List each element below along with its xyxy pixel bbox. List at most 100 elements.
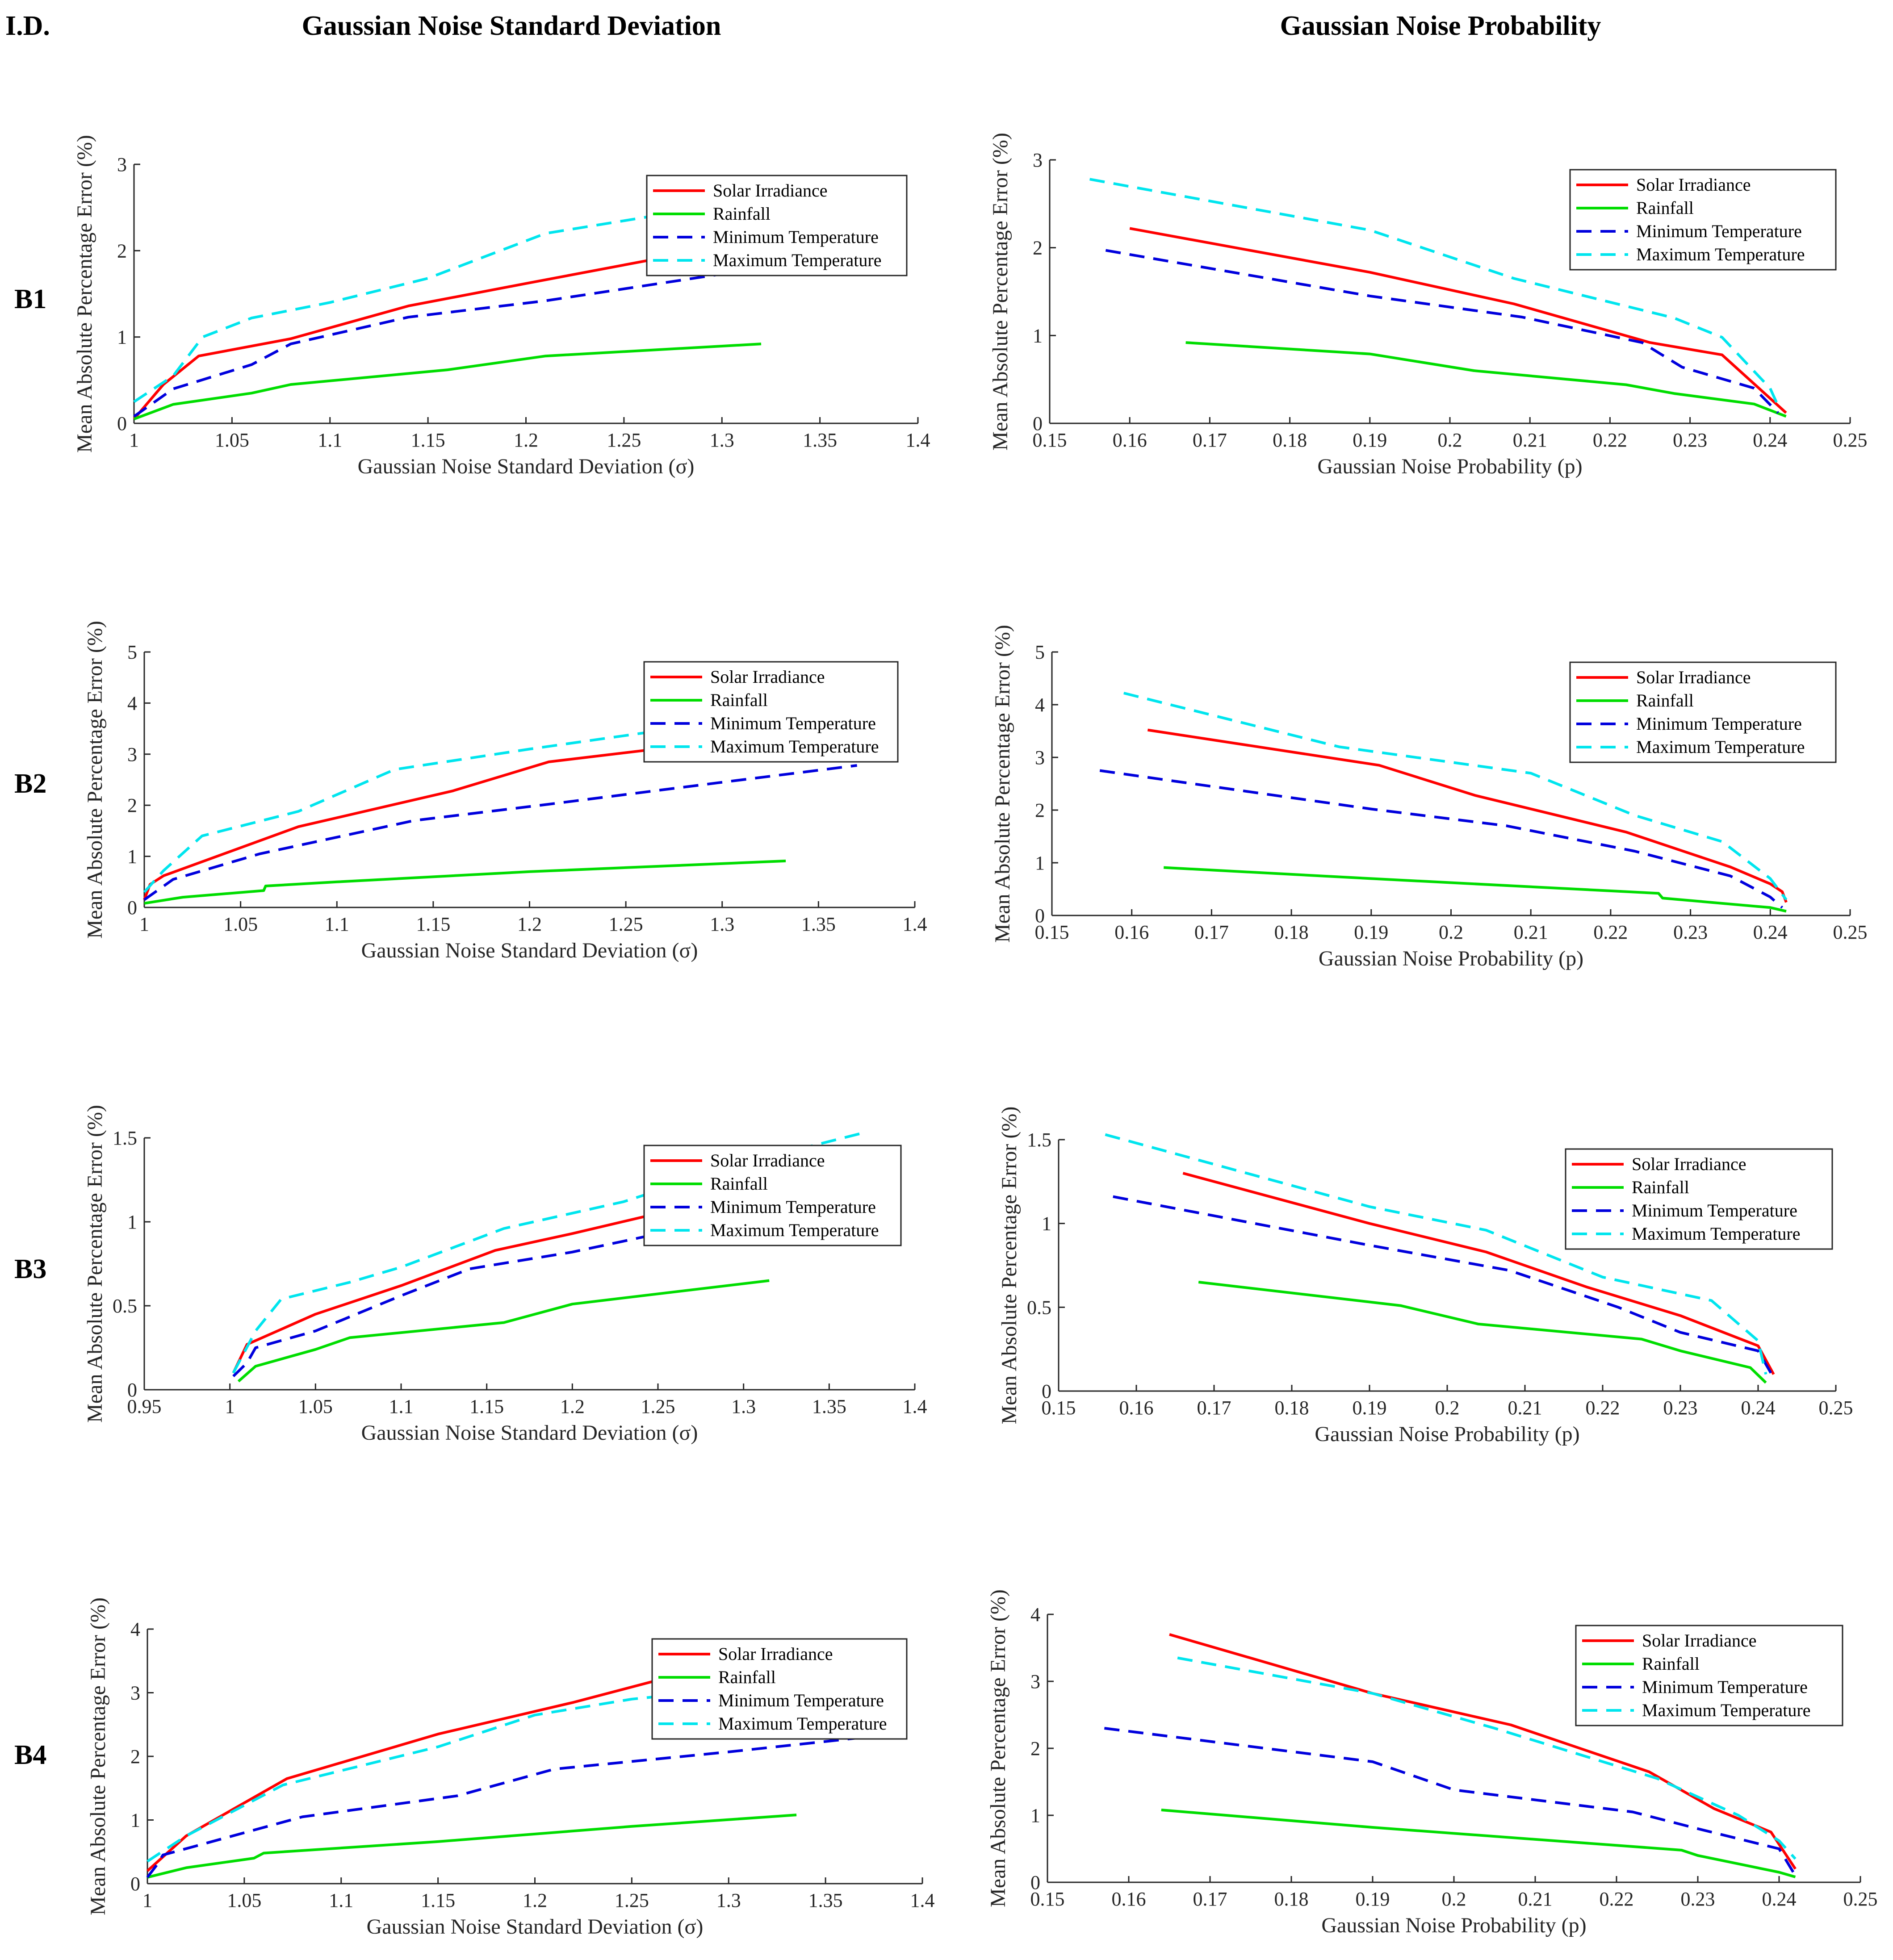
x-tick-label: 1.2 — [560, 1396, 585, 1417]
y-tick-label: 0 — [127, 897, 137, 919]
x-axis-label: Gaussian Noise Probability (p) — [1319, 947, 1583, 970]
y-axis-label: Mean Absolute Percentage Error (%) — [997, 1107, 1021, 1425]
x-tick-label: 1.2 — [514, 429, 538, 451]
x-tick-label: 1.05 — [227, 1889, 261, 1911]
y-tick-label: 2 — [1033, 237, 1043, 259]
x-axis-label: Gaussian Noise Standard Deviation (σ) — [367, 1915, 704, 1939]
x-tick-label: 0.19 — [1353, 1397, 1387, 1419]
legend-label: Rainfall — [1642, 1654, 1700, 1674]
x-tick-label: 1.05 — [298, 1396, 333, 1417]
legend-label: Solar Irradiance — [710, 1150, 825, 1170]
y-tick-label: 1 — [1030, 1805, 1040, 1826]
x-tick-label: 0.21 — [1508, 1397, 1542, 1419]
x-tick-label: 1.05 — [223, 913, 258, 935]
x-tick-label: 0.16 — [1112, 1888, 1146, 1910]
y-tick-label: 3 — [1035, 747, 1045, 769]
y-tick-label: 4 — [1035, 694, 1045, 716]
legend-label: Minimum Temperature — [1632, 1200, 1797, 1220]
series-line-max-temp — [147, 1688, 729, 1863]
x-tick-label: 1.1 — [325, 913, 349, 935]
chart-B1-sigma: 1 1.05 1.1 1.15 1.2 1.25 1.3 1.35 1.40123Gaussia… — [73, 135, 930, 478]
y-tick-label: 1 — [1033, 325, 1043, 347]
series-line-solar — [1182, 1172, 1775, 1375]
chart-B2-p: 0.15 0.16 0.17 0.18 0.19 0.2 0.21 0.22 0.23 0.24 0… — [991, 625, 1868, 970]
chart-B1-p: 0.15 0.16 0.17 0.18 0.19 0.2 0.21 0.22 0.23 0.24 0… — [988, 133, 1868, 478]
x-tick-label: 0.21 — [1514, 921, 1548, 943]
x-tick-label: 0.24 — [1753, 921, 1788, 943]
legend-box — [1565, 1148, 1833, 1250]
x-tick-label: 0.15 — [1042, 1397, 1076, 1419]
x-tick-label: 1.25 — [615, 1889, 649, 1911]
legend-label: Maximum Temperature — [1632, 1224, 1800, 1244]
series-line-max-temp — [1123, 692, 1788, 901]
legend-label: Maximum Temperature — [1636, 737, 1805, 757]
x-tick-label: 1.15 — [421, 1889, 455, 1911]
legend-box — [1569, 661, 1837, 763]
x-tick-label: 1.15 — [411, 429, 445, 451]
x-tick-label: 1.4 — [906, 429, 930, 451]
series-line-min-temp — [146, 1736, 865, 1878]
row-label-b3: B3 — [14, 1254, 46, 1284]
x-tick-label: 0.17 — [1193, 1888, 1227, 1910]
x-tick-label: 1.3 — [731, 1396, 756, 1417]
legend-label: Rainfall — [1636, 198, 1694, 218]
x-tick-label: 1.35 — [812, 1396, 846, 1417]
y-tick-label: 1 — [1042, 1213, 1051, 1235]
y-tick-label: 2 — [1035, 799, 1045, 821]
legend-box — [1569, 169, 1837, 271]
x-tick-label: 0.25 — [1843, 1888, 1878, 1910]
x-tick-label: 0.19 — [1353, 429, 1387, 451]
legend-label: Maximum Temperature — [713, 250, 881, 270]
x-tick-label: 1.35 — [808, 1889, 843, 1911]
x-tick-label: 1.1 — [389, 1396, 414, 1417]
y-tick-label: 3 — [130, 1682, 140, 1704]
legend-box — [646, 175, 908, 276]
legend-label: Minimum Temperature — [1636, 221, 1802, 241]
y-tick-label: 1 — [127, 1211, 137, 1233]
y-axis-label: Mean Absolute Percentage Error (%) — [83, 1105, 107, 1423]
series-line-rainfall — [1198, 1281, 1767, 1384]
x-tick-label: 1.2 — [517, 913, 542, 935]
x-tick-label: 0.21 — [1513, 429, 1547, 451]
chart-B2-sigma: 1 1.05 1.1 1.15 1.2 1.25 1.3 1.35 1.4012345Gauss… — [83, 621, 927, 962]
y-axis-label: Mean Absolute Percentage Error (%) — [83, 621, 107, 939]
x-tick-label: 0.16 — [1113, 429, 1147, 451]
x-tick-label: 0.24 — [1762, 1888, 1797, 1910]
legend: Solar Irradiance Rainfall Minimum Temperat… — [643, 1145, 902, 1246]
x-tick-label: 1 — [142, 1889, 152, 1911]
column-title-left: Gaussian Noise Standard Deviation — [302, 11, 721, 41]
series-line-rainfall — [144, 859, 786, 905]
series-line-min-temp — [1113, 1195, 1775, 1379]
y-tick-label: 5 — [1035, 641, 1045, 663]
x-tick-label: 0.2 — [1438, 429, 1462, 451]
legend-box — [651, 1638, 908, 1740]
row-label-b1: B1 — [14, 284, 46, 314]
x-tick-label: 0.24 — [1753, 429, 1787, 451]
x-tick-label: 1.15 — [469, 1396, 504, 1417]
x-tick-label: 0.23 — [1673, 921, 1708, 943]
legend-label: Solar Irradiance — [713, 180, 828, 201]
series-line-min-temp — [1099, 769, 1784, 909]
series-line-max-temp — [143, 719, 723, 893]
legend-label: Rainfall — [718, 1667, 776, 1687]
series-line-rainfall — [133, 343, 762, 421]
x-axis-label: Gaussian Noise Standard Deviation (σ) — [361, 1421, 698, 1445]
y-tick-label: 1.5 — [1027, 1129, 1051, 1151]
legend-label: Rainfall — [713, 204, 771, 224]
x-tick-label: 1.35 — [803, 429, 837, 451]
y-tick-label: 1 — [127, 846, 137, 868]
legend: Solar Irradiance Rainfall Minimum Temperat… — [651, 1638, 908, 1740]
x-tick-label: 1.3 — [710, 429, 734, 451]
legend-label: Solar Irradiance — [718, 1644, 833, 1664]
x-axis-label: Gaussian Noise Standard Deviation (σ) — [358, 455, 695, 478]
legend-box — [643, 1145, 902, 1246]
series-line-min-temp — [1105, 249, 1779, 414]
y-axis-label: Mean Absolute Percentage Error (%) — [73, 135, 96, 453]
y-axis-label: Mean Absolute Percentage Error (%) — [86, 1597, 110, 1915]
x-tick-label: 1.1 — [329, 1889, 353, 1911]
legend: Solar Irradiance Rainfall Minimum Temperat… — [643, 661, 899, 763]
y-tick-label: 3 — [117, 154, 127, 176]
series-line-rainfall — [237, 1279, 770, 1383]
series-line-solar — [133, 241, 762, 420]
